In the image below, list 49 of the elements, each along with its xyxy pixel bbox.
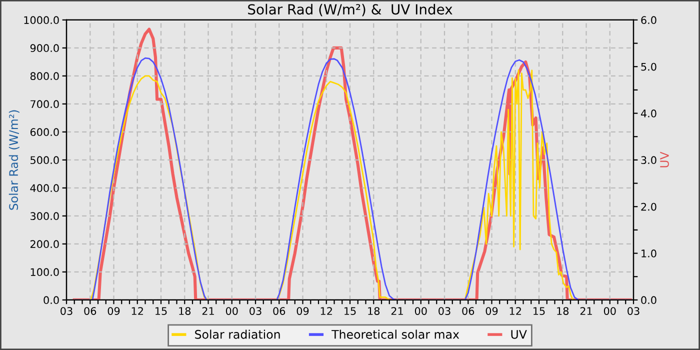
x-tick-label: 21 — [202, 307, 214, 315]
x-tick-label: 12 — [320, 307, 332, 315]
x-tick-label: 18 — [368, 307, 380, 315]
y-tick-label: 800.0 — [30, 72, 59, 80]
y-axis-title: Solar Rad (W/m²) — [8, 110, 20, 210]
x-tick-label: 09 — [108, 307, 120, 315]
y-tick-label: 300.0 — [30, 212, 59, 220]
x-tick-label: 03 — [628, 307, 640, 315]
x-tick-label: 06 — [273, 307, 286, 315]
x-tick-label: 00 — [414, 307, 427, 315]
x-tick-label: 06 — [462, 307, 474, 315]
x-tick-label: 03 — [438, 307, 450, 315]
x-tick-label: 15 — [534, 307, 545, 315]
x-tick-label: 09 — [296, 307, 309, 315]
y2-tick-label: 2.0 — [641, 202, 656, 211]
y-tick-label: 700.0 — [30, 100, 59, 108]
x-tick-label: 03 — [250, 307, 262, 315]
x-tick-label: 06 — [84, 307, 96, 315]
x-tick-label: 15 — [156, 307, 167, 315]
y-tick-label: 0.0 — [44, 296, 59, 304]
y2-tick-label: 3.0 — [641, 156, 656, 164]
y2-axis-title: UV — [660, 152, 669, 168]
y-tick-label: 1000.0 — [24, 16, 59, 24]
x-tick-label: 03 — [60, 307, 72, 315]
y2-tick-label: 1.0 — [642, 250, 656, 258]
chart-title: Solar Rad (W/m²) & UV Index — [248, 4, 452, 16]
x-tick-label: 12 — [132, 307, 143, 315]
x-tick-label: 21 — [391, 307, 403, 315]
x-tick-label: 12 — [510, 307, 521, 315]
x-tick-label: 18 — [557, 307, 569, 315]
legend-label: Theoretical solar max — [332, 330, 460, 339]
y2-tick-label: 0.0 — [641, 296, 656, 304]
x-tick-label: 15 — [344, 307, 356, 315]
y-tick-label: 100.0 — [30, 268, 59, 276]
legend-label: UV — [511, 330, 527, 339]
x-tick-label: 00 — [604, 307, 616, 315]
x-tick-label: 09 — [486, 307, 498, 315]
y-tick-label: 500.0 — [30, 156, 59, 164]
x-tick-label: 21 — [580, 307, 592, 315]
y2-tick-label: 4.0 — [640, 110, 656, 118]
x-tick-label: 00 — [226, 307, 238, 315]
y-tick-label: 400.0 — [30, 184, 59, 192]
y2-tick-label: 6.0 — [641, 16, 656, 24]
legend-label: Solar radiation — [195, 330, 280, 339]
y-tick-label: 600.0 — [30, 128, 59, 136]
y2-tick-label: 5.0 — [641, 62, 656, 71]
x-tick-label: 18 — [179, 307, 191, 315]
y-tick-label: 900.0 — [30, 44, 59, 52]
y-tick-label: 200.0 — [30, 240, 59, 248]
